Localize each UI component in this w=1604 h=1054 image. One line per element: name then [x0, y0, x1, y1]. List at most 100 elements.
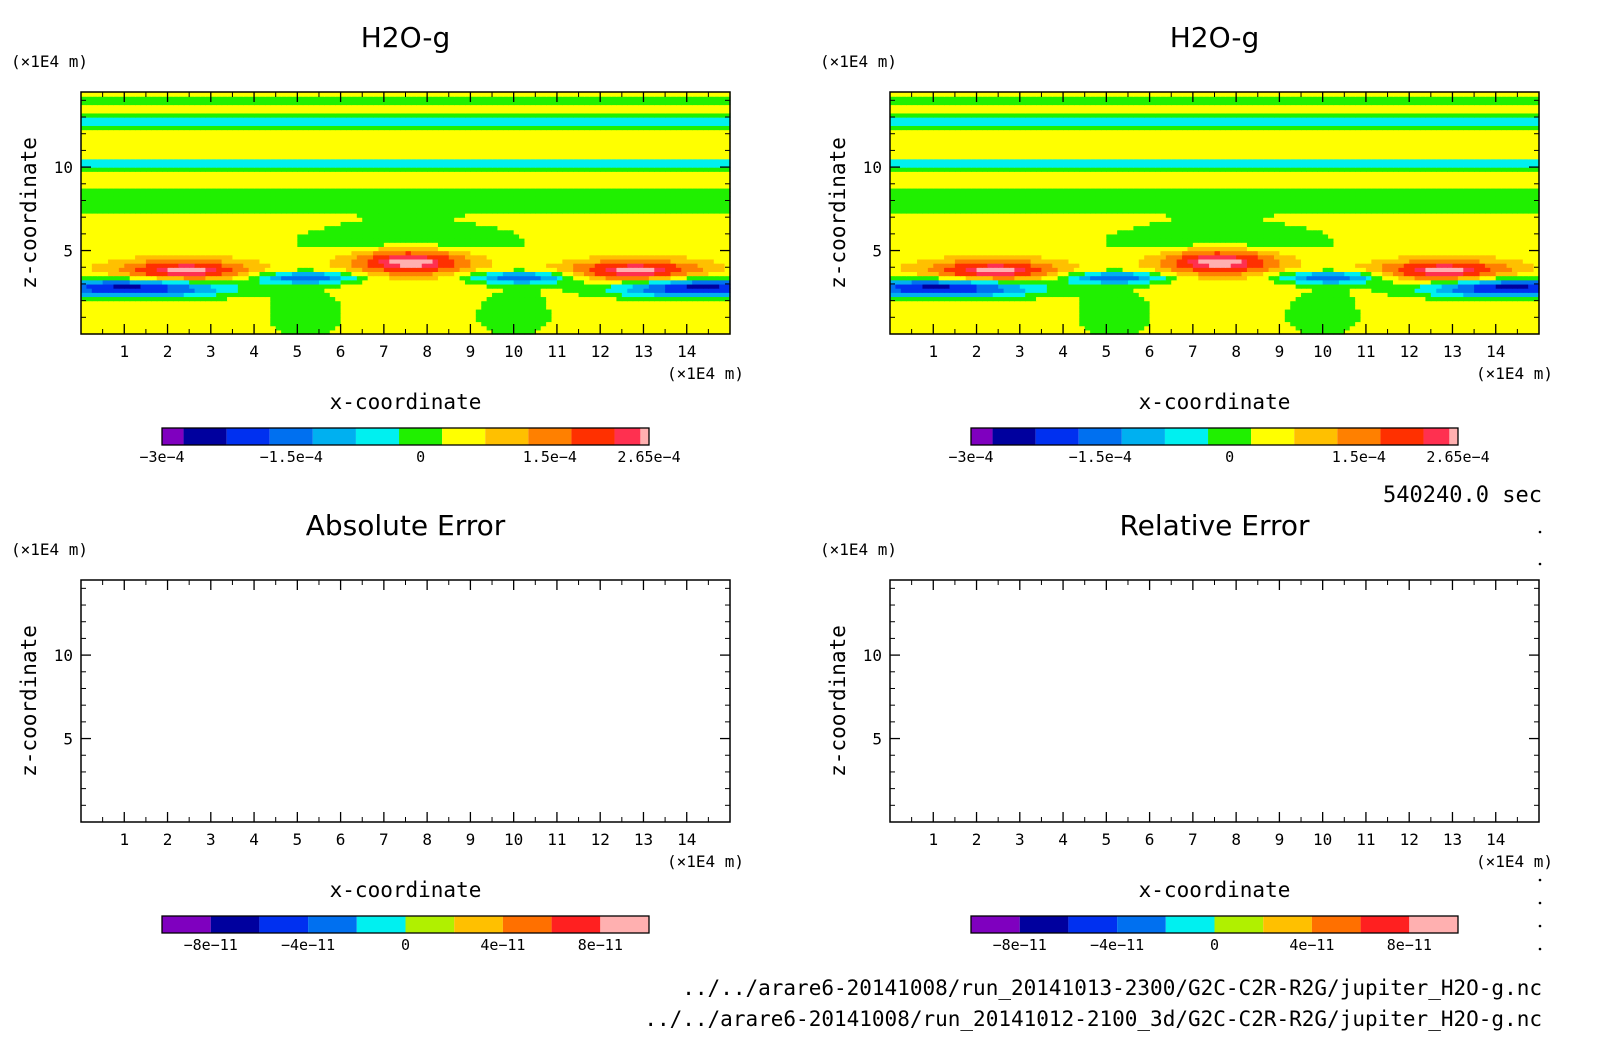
- field-cell: [135, 158, 142, 164]
- field-cell: [443, 271, 450, 277]
- field-cell: [102, 242, 109, 247]
- field-cell: [118, 217, 125, 222]
- field-cell: [167, 192, 174, 197]
- field-cell: [356, 275, 363, 281]
- field-cell: [535, 162, 542, 168]
- field-cell: [183, 254, 190, 260]
- field-cell: [383, 208, 390, 214]
- field-cell: [183, 196, 190, 202]
- field-cell: [708, 275, 715, 281]
- field-cell: [81, 275, 88, 281]
- field-cell: [297, 304, 304, 310]
- field-cell: [286, 162, 293, 168]
- field-cell: [405, 254, 412, 260]
- field-cell: [654, 288, 661, 293]
- field-cell: [486, 183, 493, 189]
- field-cell: [135, 300, 142, 306]
- field-cell: [416, 275, 423, 281]
- field-cell: [237, 192, 244, 197]
- field-cell: [346, 279, 353, 285]
- field-cell: [124, 325, 131, 331]
- field-cell: [713, 275, 720, 281]
- field-cell: [594, 254, 601, 260]
- field-cell: [497, 317, 504, 323]
- field-cell: [410, 171, 417, 177]
- field-cell: [156, 317, 163, 323]
- field-cell: [135, 304, 142, 310]
- field-cell: [178, 254, 185, 260]
- field-cell: [167, 158, 174, 164]
- field-cell: [286, 254, 293, 260]
- field-cell: [702, 292, 709, 298]
- field-cell: [432, 179, 439, 185]
- field-cell: [713, 317, 720, 323]
- field-cell: [643, 329, 650, 335]
- field-cell: [416, 321, 423, 327]
- field-cell: [556, 258, 563, 264]
- field-cell: [346, 179, 353, 185]
- field-cell: [394, 263, 401, 268]
- field-cell: [508, 275, 515, 281]
- field-cell: [135, 283, 142, 289]
- field-cell: [643, 246, 650, 252]
- field-cell: [346, 321, 353, 327]
- field-cell: [286, 271, 293, 277]
- field-cell: [567, 225, 574, 231]
- field-cell: [113, 221, 120, 227]
- field-cell: [324, 208, 331, 214]
- field-cell: [573, 296, 580, 302]
- field-cell: [302, 208, 309, 214]
- field-cell: [378, 321, 385, 327]
- field-cell: [216, 204, 223, 210]
- field-cell: [519, 296, 526, 302]
- field-cell: [205, 179, 212, 185]
- field-cell: [102, 208, 109, 214]
- field-cell: [346, 229, 353, 235]
- field-cell: [475, 171, 482, 177]
- field-cell: [281, 213, 288, 218]
- field-cell: [551, 267, 558, 273]
- field-cell: [151, 258, 158, 264]
- field-cell: [237, 254, 244, 260]
- field-cell: [692, 217, 699, 222]
- field-cell: [324, 221, 331, 227]
- field-cell: [562, 283, 569, 289]
- field-cell: [605, 329, 612, 335]
- field-cell: [297, 275, 304, 281]
- field-cell: [567, 167, 574, 172]
- field-cell: [492, 162, 499, 168]
- field-cell: [205, 258, 212, 264]
- field-cell: [383, 162, 390, 168]
- field-cell: [546, 238, 553, 243]
- field-cell: [459, 275, 466, 281]
- field-cell: [135, 267, 142, 273]
- field-cell: [427, 162, 434, 168]
- field-cell: [383, 321, 390, 327]
- field-cell: [719, 238, 726, 243]
- field-cell: [178, 279, 185, 285]
- field-cell: [189, 254, 196, 260]
- field-cell: [351, 192, 358, 197]
- field-cell: [508, 304, 515, 310]
- field-cell: [394, 321, 401, 327]
- field-cell: [340, 321, 347, 327]
- field-cell: [583, 187, 590, 193]
- field-cell: [405, 229, 412, 235]
- field-cell: [486, 263, 493, 268]
- field-cell: [416, 162, 423, 168]
- field-cell: [659, 229, 666, 235]
- field-cell: [611, 200, 618, 206]
- field-cell: [502, 254, 509, 260]
- field-cell: [670, 283, 677, 289]
- field-cell: [702, 263, 709, 268]
- field-cell: [248, 325, 255, 331]
- field-cell: [248, 292, 255, 298]
- field-cell: [135, 183, 142, 189]
- field-cell: [81, 200, 88, 206]
- field-cell: [378, 179, 385, 185]
- field-cell: [692, 321, 699, 327]
- field-cell: [421, 329, 428, 335]
- field-cell: [562, 238, 569, 243]
- field-cell: [318, 317, 325, 323]
- field-cell: [145, 196, 152, 202]
